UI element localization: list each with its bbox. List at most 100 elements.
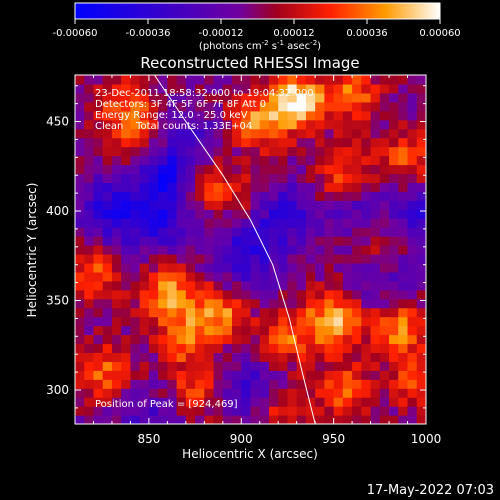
heatmap-cell (102, 92, 113, 103)
heatmap-cell (324, 200, 335, 210)
heatmap-cell (195, 182, 205, 192)
heatmap-cell (204, 155, 215, 166)
heatmap-cell (176, 370, 187, 380)
heatmap-cell (93, 361, 104, 371)
heatmap-cell (333, 191, 344, 201)
heatmap-cell (398, 101, 409, 112)
heatmap-cell (93, 352, 104, 362)
heatmap-cell (342, 173, 353, 183)
heatmap-cell (296, 397, 307, 407)
heatmap-cell (185, 227, 196, 237)
heatmap-cell (287, 146, 298, 157)
heatmap-cell (250, 245, 261, 255)
heatmap-cell (416, 406, 426, 416)
heatmap-cell (232, 137, 242, 148)
heatmap-cell (398, 379, 409, 389)
heatmap-cell (278, 289, 289, 300)
heatmap-cell (250, 307, 261, 318)
heatmap-cell (93, 75, 104, 85)
heatmap-cell (342, 280, 353, 291)
heatmap-cell (185, 164, 196, 175)
heatmap-cell (296, 146, 307, 157)
heatmap-cell (93, 415, 104, 424)
heatmap-cell (287, 209, 298, 219)
heatmap-cell (379, 245, 390, 255)
heatmap-cell (324, 209, 335, 219)
heatmap-cell (185, 271, 196, 282)
heatmap-cell (139, 352, 150, 362)
heatmap-cell (232, 218, 242, 228)
heatmap-cell (241, 316, 252, 327)
heatmap-cell (121, 388, 132, 398)
heatmap-cell (102, 173, 113, 183)
heatmap-cell (158, 101, 168, 112)
heatmap-cell (398, 182, 409, 192)
heatmap-cell (398, 415, 409, 424)
heatmap-cell (324, 155, 335, 166)
heatmap-cell (111, 227, 122, 237)
heatmap-cell (185, 334, 196, 345)
heatmap-cell (324, 218, 335, 228)
heatmap-cell (222, 379, 233, 389)
heatmap-cell (398, 352, 409, 362)
heatmap-cell (75, 164, 85, 175)
heatmap-cell (379, 119, 390, 130)
heatmap-cell (75, 352, 85, 362)
heatmap-cell (158, 289, 168, 300)
heatmap-cell (379, 343, 390, 354)
heatmap-cell (176, 218, 187, 228)
heatmap-cell (259, 262, 270, 273)
heatmap-cell (195, 75, 205, 85)
heatmap-cell (361, 83, 372, 94)
heatmap-cell (75, 119, 85, 130)
heatmap-cell (75, 289, 85, 300)
heatmap-cell (315, 352, 325, 362)
heatmap-cell (268, 128, 279, 139)
heatmap-cell (167, 280, 178, 291)
heatmap-cell (158, 343, 168, 354)
heatmap-cell (315, 137, 325, 148)
heatmap-cell (389, 236, 399, 246)
heatmap-cell (148, 325, 159, 336)
heatmap-cell (241, 271, 252, 282)
heatmap-cell (111, 379, 122, 389)
heatmap-cell (305, 325, 316, 336)
heatmap-cell (259, 352, 270, 362)
heatmap-cell (84, 352, 95, 362)
heatmap-cell (379, 182, 390, 192)
heatmap-cell (139, 325, 150, 336)
heatmap-cell (370, 200, 381, 210)
heatmap-cell (315, 173, 325, 183)
heatmap-cell (167, 110, 178, 121)
heatmap-cell (398, 173, 409, 183)
heatmap-cell (102, 397, 113, 407)
heatmap-cell (148, 253, 159, 264)
heatmap-cell (241, 406, 252, 416)
heatmap-cell (352, 236, 362, 246)
heatmap-cell (148, 236, 159, 246)
heatmap-cell (342, 334, 353, 345)
heatmap-cell (148, 289, 159, 300)
heatmap-cell (259, 83, 270, 94)
heatmap-cell (324, 415, 335, 424)
heatmap-cell (130, 316, 141, 327)
heatmap-cell (185, 397, 196, 407)
heatmap-cell (102, 271, 113, 282)
heatmap-cell (158, 200, 168, 210)
heatmap-cell (185, 280, 196, 291)
heatmap-cell (398, 236, 409, 246)
heatmap-cell (158, 271, 168, 282)
heatmap-cell (139, 415, 150, 424)
heatmap-cell (195, 218, 205, 228)
heatmap-cell (259, 361, 270, 371)
heatmap-cell (324, 146, 335, 157)
heatmap-cell (111, 307, 122, 318)
heatmap-cell (148, 397, 159, 407)
heatmap-cell (84, 388, 95, 398)
heatmap-cell (241, 361, 252, 371)
heatmap-cell (324, 298, 335, 309)
heatmap-cell (342, 146, 353, 157)
heatmap-cell (102, 191, 113, 201)
heatmap-cell (222, 370, 233, 380)
